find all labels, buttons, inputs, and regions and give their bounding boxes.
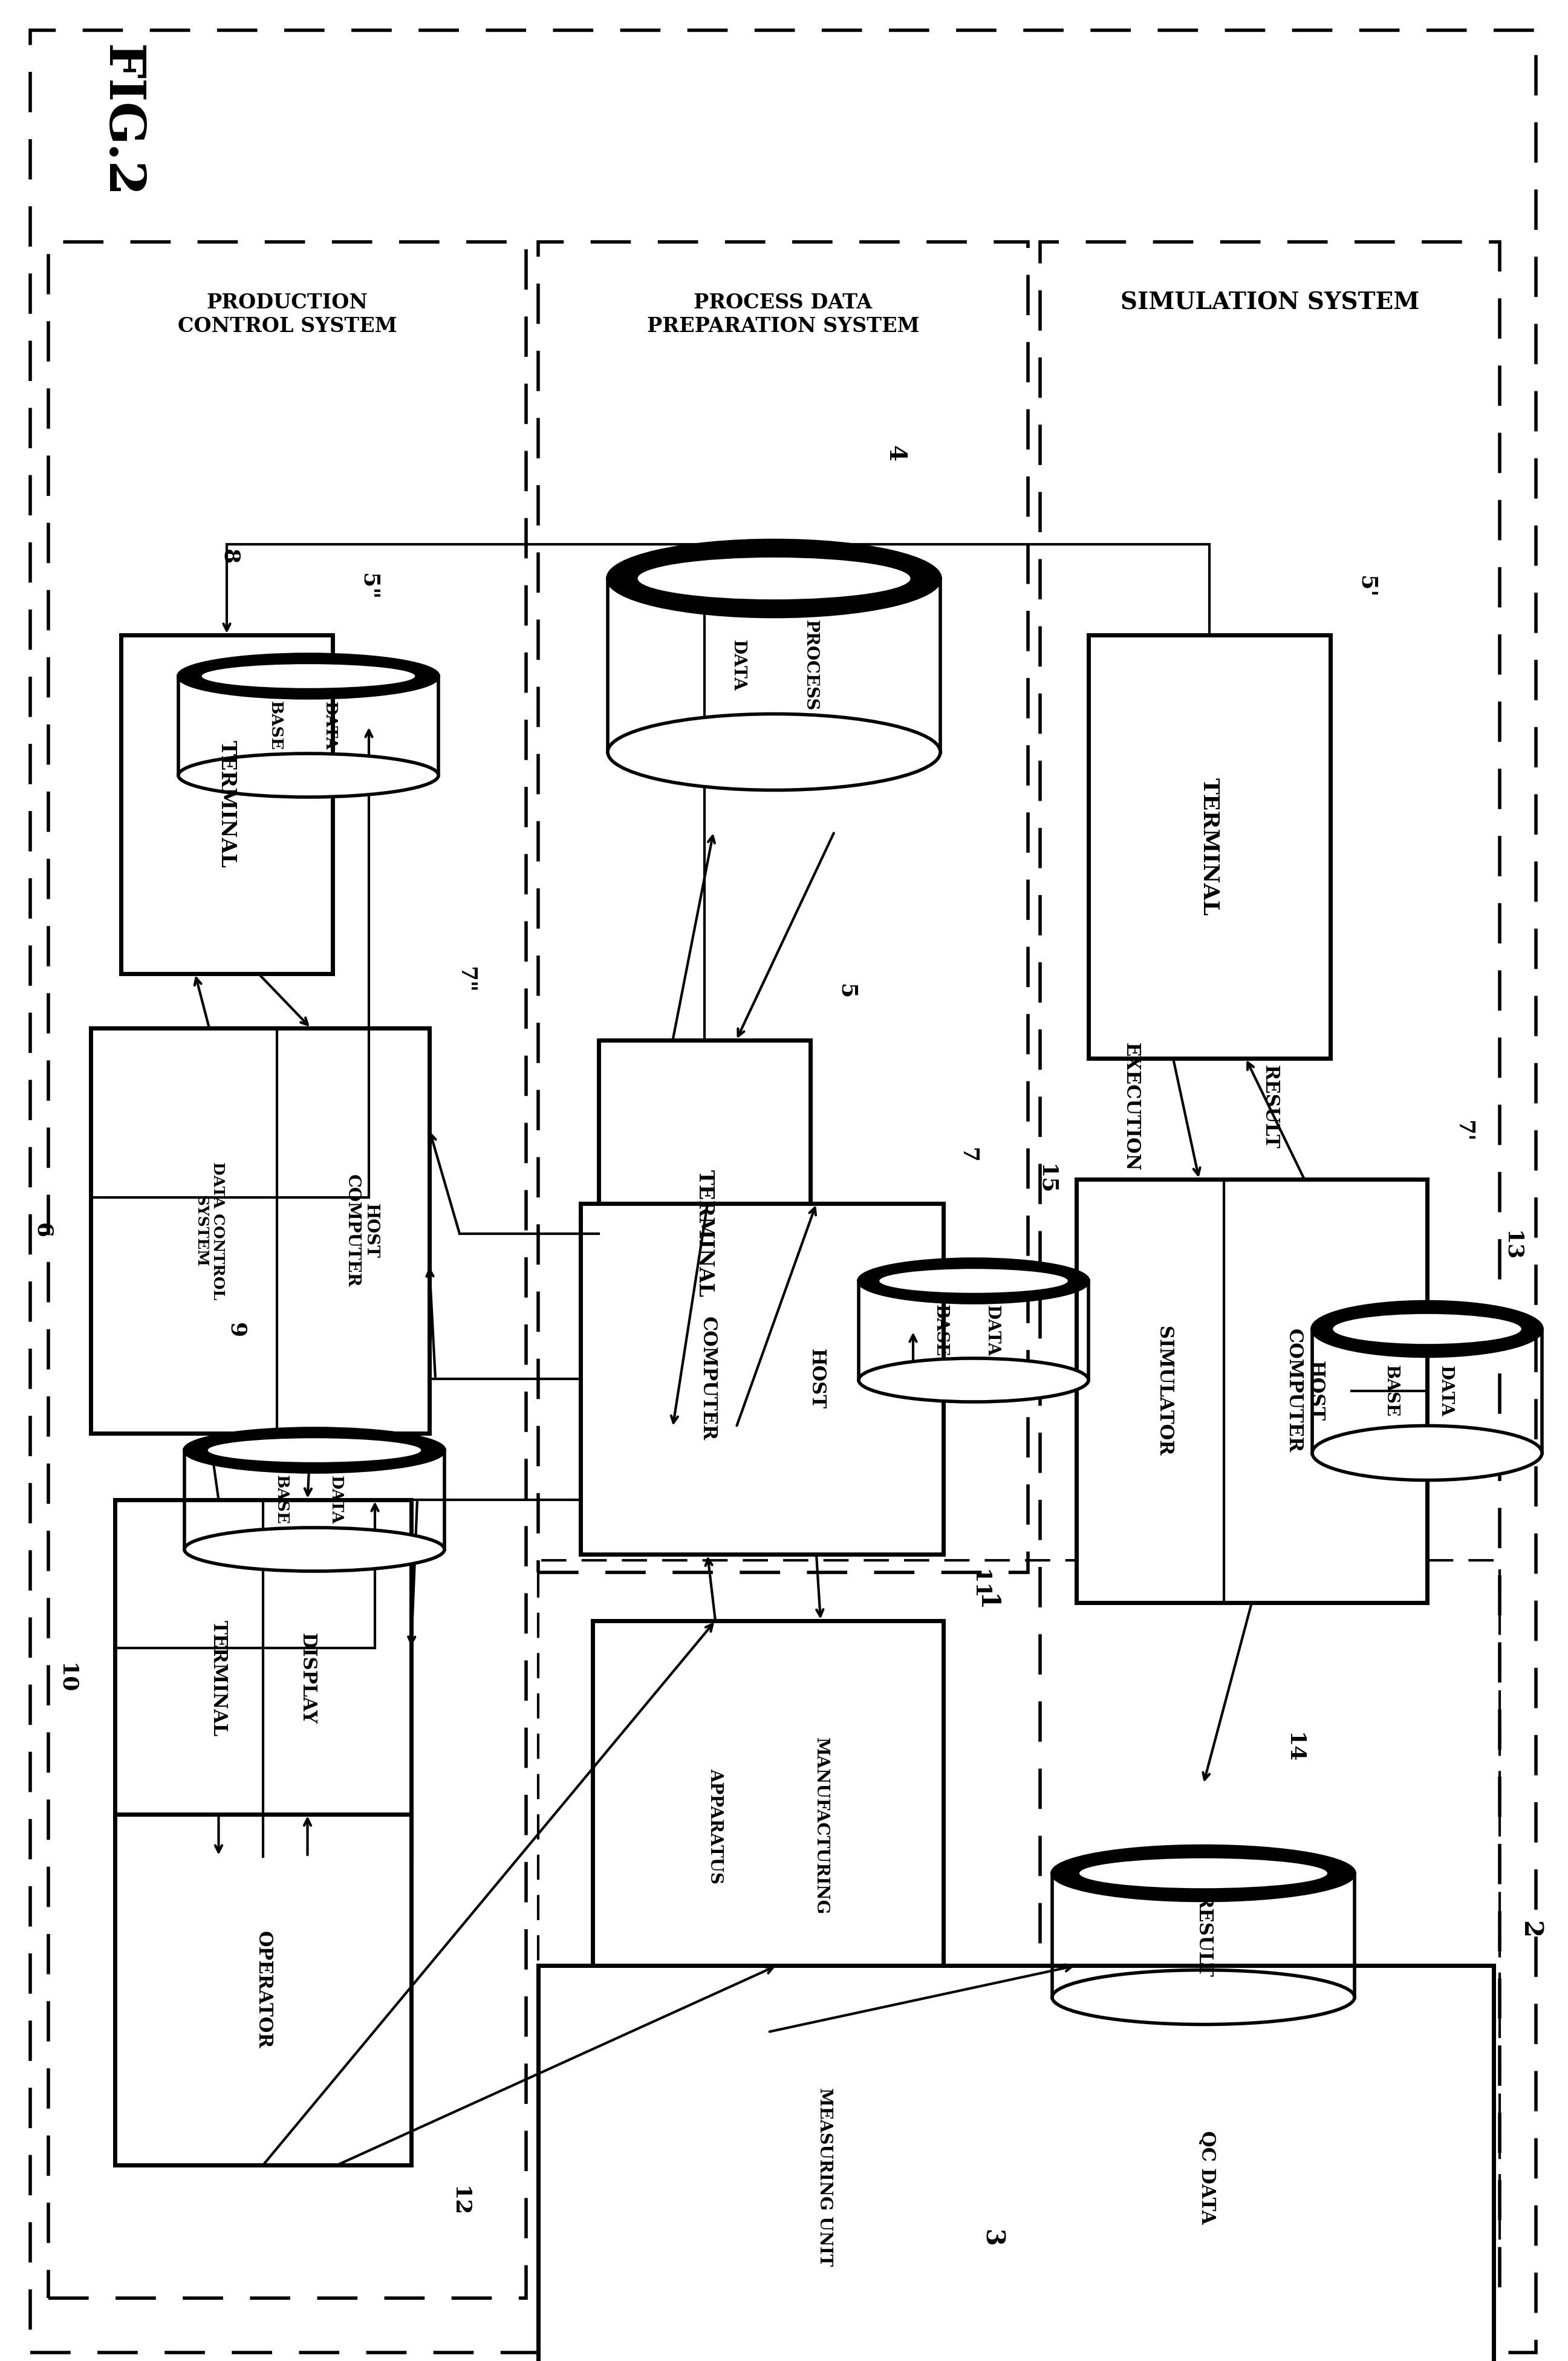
Ellipse shape: [1312, 1426, 1541, 1480]
Bar: [121, 635, 332, 973]
Text: MANUFACTURING: MANUFACTURING: [812, 1738, 829, 1915]
Bar: [49, 241, 527, 2297]
Text: 8: 8: [220, 548, 240, 564]
Ellipse shape: [608, 713, 941, 791]
Bar: [538, 241, 1029, 1572]
Text: PROCESS: PROCESS: [803, 619, 818, 711]
Ellipse shape: [880, 1268, 1068, 1294]
Ellipse shape: [1079, 1858, 1328, 1889]
Text: 5": 5": [359, 574, 379, 600]
Bar: [1040, 241, 1499, 2297]
Bar: [114, 1813, 411, 2165]
Text: 7': 7': [1454, 1119, 1474, 1143]
Text: HOST
COMPUTER: HOST COMPUTER: [343, 1173, 379, 1287]
Text: BASE: BASE: [1383, 1365, 1399, 1417]
Ellipse shape: [1052, 1846, 1355, 1901]
Text: DATA: DATA: [1438, 1365, 1454, 1417]
Ellipse shape: [179, 753, 439, 798]
Text: 2: 2: [1518, 1919, 1543, 1938]
Text: BASE: BASE: [268, 701, 282, 751]
Text: OPERATOR: OPERATOR: [254, 1931, 273, 2049]
Bar: [593, 1620, 944, 2033]
Text: TERMINAL: TERMINAL: [216, 741, 237, 869]
Text: EXECUTION: EXECUTION: [1121, 1044, 1140, 1171]
Ellipse shape: [185, 1428, 444, 1471]
Text: DATA: DATA: [983, 1306, 1000, 1355]
Ellipse shape: [859, 1358, 1088, 1402]
Text: 4: 4: [883, 446, 906, 463]
Bar: [538, 1561, 1499, 2285]
Text: DATA: DATA: [321, 701, 337, 751]
Text: DATA CONTROL
SYSTEM: DATA CONTROL SYSTEM: [193, 1162, 224, 1299]
Text: FIG.2: FIG.2: [97, 45, 146, 198]
Text: 11: 11: [969, 1570, 989, 1601]
Text: COMPUTER: COMPUTER: [698, 1317, 717, 1440]
Text: HOST
COMPUTER: HOST COMPUTER: [1284, 1329, 1325, 1452]
Text: HOST: HOST: [808, 1348, 826, 1410]
Ellipse shape: [638, 557, 911, 600]
Bar: [599, 1041, 811, 1428]
Ellipse shape: [202, 663, 416, 687]
Ellipse shape: [1052, 1969, 1355, 2023]
Bar: [1076, 1178, 1427, 1603]
Text: DISPLAY: DISPLAY: [298, 1631, 317, 1724]
Bar: [538, 1964, 1494, 2361]
Text: 15: 15: [1036, 1164, 1057, 1195]
Bar: [91, 1027, 430, 1433]
Ellipse shape: [179, 654, 439, 699]
Text: SIMULATOR: SIMULATOR: [1154, 1327, 1173, 1457]
Ellipse shape: [209, 1438, 422, 1461]
Text: QC DATA: QC DATA: [1198, 2130, 1217, 2224]
Text: 14: 14: [1284, 1733, 1305, 1764]
Text: 5': 5': [1356, 576, 1377, 597]
Bar: [114, 1499, 411, 1856]
Text: 10: 10: [56, 1662, 77, 1693]
Text: RESULT: RESULT: [1261, 1065, 1279, 1150]
Text: MEASURING UNIT: MEASURING UNIT: [817, 2087, 833, 2267]
Ellipse shape: [185, 1528, 444, 1570]
Text: TERMINAL: TERMINAL: [209, 1620, 227, 1735]
Text: TERMINAL: TERMINAL: [1200, 777, 1220, 916]
Text: BASE: BASE: [931, 1303, 949, 1358]
Text: 7": 7": [455, 966, 477, 994]
Text: 13: 13: [1502, 1230, 1523, 1261]
Text: DATA: DATA: [328, 1476, 343, 1525]
Ellipse shape: [1312, 1301, 1541, 1355]
Text: RESULT: RESULT: [1193, 1894, 1212, 1976]
Ellipse shape: [1333, 1315, 1521, 1343]
Ellipse shape: [608, 541, 941, 616]
Bar: [580, 1204, 944, 1554]
Text: PRODUCTION
CONTROL SYSTEM: PRODUCTION CONTROL SYSTEM: [177, 293, 397, 335]
Text: 5: 5: [836, 985, 856, 999]
Text: APPARATUS: APPARATUS: [707, 1768, 723, 1884]
Text: DATA: DATA: [729, 640, 746, 692]
Bar: [1088, 635, 1330, 1058]
Text: 1: 1: [974, 1594, 999, 1613]
Text: BASE: BASE: [274, 1476, 289, 1525]
Ellipse shape: [859, 1258, 1088, 1303]
Text: 3: 3: [978, 2229, 1005, 2245]
Text: 12: 12: [450, 2186, 470, 2217]
Text: TERMINAL: TERMINAL: [695, 1171, 715, 1299]
Text: PROCESS DATA
PREPARATION SYSTEM: PROCESS DATA PREPARATION SYSTEM: [648, 293, 919, 335]
Text: 7: 7: [956, 1147, 978, 1162]
Text: 9: 9: [226, 1322, 246, 1339]
Text: SIMULATION SYSTEM: SIMULATION SYSTEM: [1121, 290, 1419, 314]
Text: 6: 6: [31, 1223, 53, 1237]
